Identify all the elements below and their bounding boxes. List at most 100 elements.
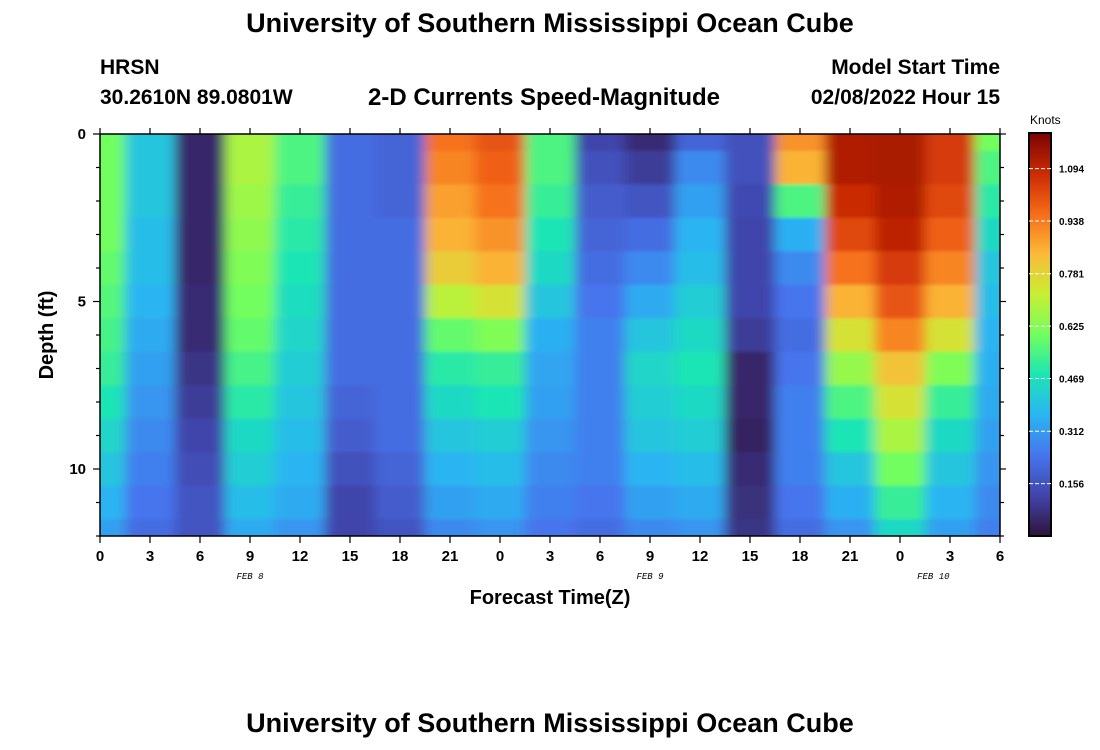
heatmap-cell [575, 134, 626, 152]
heatmap-cell [375, 418, 426, 453]
heatmap-cell [175, 485, 226, 520]
heatmap-cell [625, 134, 676, 152]
heatmap-cell [925, 452, 976, 487]
heatmap-cell [325, 284, 376, 319]
heatmap-cell [575, 251, 626, 286]
heatmap-cell [725, 519, 776, 536]
heatmap-cell [375, 485, 426, 520]
heatmap-cell [525, 318, 576, 353]
colorbar-tick-label: 0.781 [1059, 270, 1084, 281]
x-tick-label: 21 [842, 548, 859, 565]
x-tick-label: 3 [546, 548, 554, 565]
heatmap-cell [925, 284, 976, 319]
heatmap-cell [475, 385, 526, 420]
heatmap-cell [125, 251, 176, 286]
heatmap-cell [175, 184, 226, 219]
heatmap-cell [575, 284, 626, 319]
heatmap-cell [525, 284, 576, 319]
heatmap-cell [175, 251, 226, 286]
heatmap-cell [775, 418, 826, 453]
heatmap-cell [725, 318, 776, 353]
heatmap-cell [425, 485, 476, 520]
heatmap-cell [175, 385, 226, 420]
heatmap-cell [925, 134, 976, 152]
heatmap-cell [775, 452, 826, 487]
heatmap-cell [675, 351, 726, 386]
heatmap-cell [375, 318, 426, 353]
heatmap-cell [825, 385, 876, 420]
heatmap-cell [125, 150, 176, 185]
heatmap-cell [225, 251, 276, 286]
heatmap-cell [275, 217, 326, 252]
heatmap-cell [825, 485, 876, 520]
heatmap-cell [625, 184, 676, 219]
heatmap-cell [925, 418, 976, 453]
model-start-value: 02/08/2022 Hour 15 [810, 86, 1000, 109]
heatmap-cell [925, 485, 976, 520]
heatmap-cell [825, 150, 876, 185]
heatmap-cell [425, 385, 476, 420]
heatmap-cell [175, 284, 226, 319]
heatmap-cell [475, 251, 526, 286]
heatmap-cell [100, 217, 126, 252]
heatmap-cell [725, 485, 776, 520]
heatmap-cell [875, 418, 926, 453]
x-tick-label: 12 [292, 548, 309, 565]
heatmap-cell [825, 134, 876, 152]
heatmap-cell [225, 351, 276, 386]
heatmap-cell [825, 318, 876, 353]
heatmap-cell [425, 318, 476, 353]
heatmap-cell [575, 351, 626, 386]
axes: 0 3 6 9 12 15 18 21 0 3 6 9 12 15 18 21 0 3 6 FEB 8 FEB 9 FEB… [69, 126, 1006, 582]
x-axis-label: Forecast Time(Z) [470, 587, 631, 609]
heatmap-cell [975, 452, 1000, 487]
heatmap-cell [125, 452, 176, 487]
model-start-label: Model Start Time [831, 56, 1000, 79]
heatmap-cell [575, 150, 626, 185]
colorbar-tick-label: 0.469 [1059, 374, 1084, 385]
heatmap-cell [325, 351, 376, 386]
heatmap-cell [375, 452, 426, 487]
heatmap-cell [925, 217, 976, 252]
heatmap-cell [975, 318, 1000, 353]
x-tick-label: 6 [196, 548, 204, 565]
heatmap-cell [775, 385, 826, 420]
heatmap-cell [875, 284, 926, 319]
heatmap-cell [225, 150, 276, 185]
heatmap-cell [825, 217, 876, 252]
heatmap-cell [225, 452, 276, 487]
heatmap-cell [125, 284, 176, 319]
heatmap-cell [125, 134, 176, 152]
heatmap-cell [525, 485, 576, 520]
heatmap-cell [775, 134, 826, 152]
heatmap-cell [100, 385, 126, 420]
heatmap-cell [975, 284, 1000, 319]
heatmap-cell [625, 284, 676, 319]
station-coords: 30.2610N 89.0801W [100, 86, 293, 109]
heatmap-cell [975, 485, 1000, 520]
heatmap-cell [625, 385, 676, 420]
heatmap-cell [425, 519, 476, 536]
heatmap-cell [925, 251, 976, 286]
heatmap-cell [625, 318, 676, 353]
heatmap-cell [775, 318, 826, 353]
heatmap-cell [225, 318, 276, 353]
heatmap-cell [825, 519, 876, 536]
heatmap-cell [325, 485, 376, 520]
heatmap-cell [525, 385, 576, 420]
heatmap-cell [125, 385, 176, 420]
heatmap-cell [975, 134, 1000, 152]
heatmap-cell [325, 418, 376, 453]
heatmap-cell [625, 351, 676, 386]
heatmap-cell [675, 452, 726, 487]
heatmap-cell [875, 134, 926, 152]
heatmap-cell [175, 318, 226, 353]
heatmap-cell [875, 184, 926, 219]
y-tick-label: 10 [69, 461, 86, 478]
heatmap-cell [575, 519, 626, 536]
heatmap-cell [375, 134, 426, 152]
heatmap-cell [525, 150, 576, 185]
heatmap-cell [725, 217, 776, 252]
date-label: FEB 9 [636, 572, 664, 582]
